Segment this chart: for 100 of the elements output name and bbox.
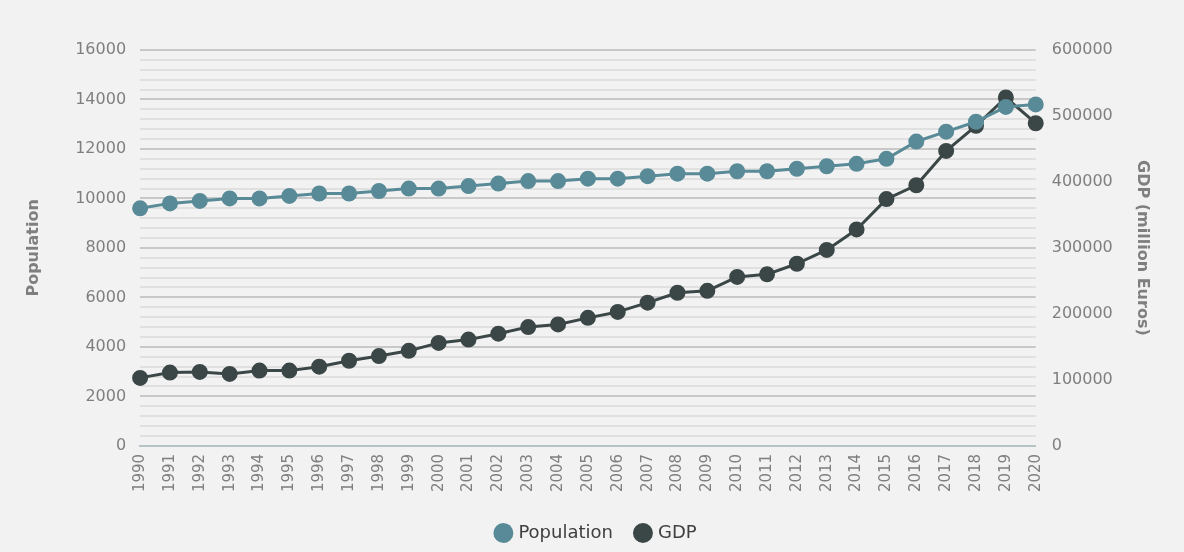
x-tick-label: 2017: [936, 453, 955, 493]
point: [669, 284, 686, 301]
point: [818, 158, 835, 175]
point: [550, 316, 567, 333]
point: [520, 173, 537, 190]
point: [729, 268, 746, 285]
x-tick-label: 2011: [756, 453, 775, 493]
point: [579, 170, 596, 187]
y-axis-title: Population: [22, 199, 42, 297]
point: [281, 362, 298, 379]
y2-tick-label: 300000: [1051, 237, 1113, 257]
point: [997, 98, 1014, 115]
point: [490, 325, 507, 342]
x-tick-label: 1996: [309, 453, 328, 493]
x-tick-label: 2016: [906, 453, 925, 493]
point: [729, 163, 746, 180]
point: [908, 177, 925, 194]
x-tick-label: 2004: [547, 453, 566, 493]
y2-tick-label: 0: [1051, 434, 1062, 454]
point: [370, 348, 387, 365]
x-tick-label: 2010: [727, 453, 746, 493]
point: [311, 358, 328, 375]
x-tick-label: 2015: [876, 453, 895, 493]
point: [370, 183, 387, 200]
x-tick-label: 2012: [786, 453, 805, 493]
x-tick-label: 2005: [577, 453, 596, 493]
point: [430, 334, 447, 351]
point: [520, 319, 537, 336]
x-tick-label: 2007: [637, 453, 656, 493]
point: [341, 185, 358, 202]
point: [878, 150, 895, 167]
point: [579, 309, 596, 326]
point: [281, 187, 298, 204]
x-tick-label: 1998: [368, 453, 387, 493]
point: [251, 362, 268, 379]
point: [1027, 115, 1044, 132]
point: [818, 241, 835, 258]
point: [609, 170, 626, 187]
x-tick-label: 1991: [159, 453, 178, 493]
point: [132, 200, 149, 217]
x-tick-label: 1992: [189, 453, 208, 493]
point: [788, 255, 805, 272]
point: [759, 163, 776, 180]
x-tick-label: 1999: [398, 453, 417, 493]
x-tick-label: 1995: [279, 453, 298, 493]
x-tick-label: 2002: [488, 453, 507, 493]
legend-label: Population: [518, 520, 613, 542]
x-tick-label: 2009: [697, 453, 716, 493]
point: [221, 190, 238, 207]
x-tick-label: 1990: [129, 453, 148, 493]
y-tick-label: 14000: [75, 88, 127, 108]
x-tick-label: 2001: [458, 453, 477, 493]
point: [460, 178, 477, 195]
y-tick-label: 2000: [85, 385, 127, 405]
x-tick-label: 1994: [249, 453, 268, 493]
point: [400, 342, 417, 359]
point: [938, 123, 955, 140]
x-tick-label: 2013: [816, 453, 835, 493]
point: [878, 191, 895, 208]
x-tick-label: 2020: [1025, 453, 1044, 493]
y-tick-label: 8000: [85, 237, 127, 257]
point: [221, 365, 238, 382]
y-tick-label: 4000: [85, 336, 127, 356]
x-tick-label: 1993: [219, 453, 238, 493]
point: [311, 185, 328, 202]
point: [550, 173, 567, 190]
point: [1027, 96, 1044, 113]
y-tick-label: 16000: [75, 39, 127, 59]
point: [251, 190, 268, 207]
point: [132, 369, 149, 386]
point: [938, 142, 955, 159]
point: [669, 165, 686, 182]
point: [908, 133, 925, 150]
y2-tick-label: 400000: [1051, 171, 1113, 191]
point: [639, 294, 656, 311]
y-tick-label: 12000: [75, 138, 127, 158]
point: [609, 303, 626, 320]
point: [191, 363, 208, 380]
y2-tick-label: 500000: [1051, 105, 1113, 125]
y-tick-label: 10000: [75, 187, 127, 207]
y2-axis-title: GDP (million Euros): [1134, 160, 1154, 336]
x-tick-label: 2018: [965, 453, 984, 493]
x-tick-label: 2000: [428, 453, 447, 493]
x-tick-label: 1997: [338, 453, 357, 493]
point: [639, 168, 656, 185]
x-tick-label: 2014: [846, 453, 865, 493]
point: [490, 175, 507, 192]
point: [699, 282, 716, 299]
point: [788, 160, 805, 177]
point: [341, 352, 358, 369]
point: [430, 180, 447, 197]
x-tick-label: 2003: [518, 453, 537, 493]
point: [759, 266, 776, 283]
point: [460, 331, 477, 348]
point: [161, 195, 178, 212]
y2-tick-label: 200000: [1051, 303, 1113, 323]
y-tick-label: 6000: [85, 286, 127, 306]
point: [699, 165, 716, 182]
legend-label: GDP: [657, 520, 697, 542]
point: [848, 155, 865, 172]
